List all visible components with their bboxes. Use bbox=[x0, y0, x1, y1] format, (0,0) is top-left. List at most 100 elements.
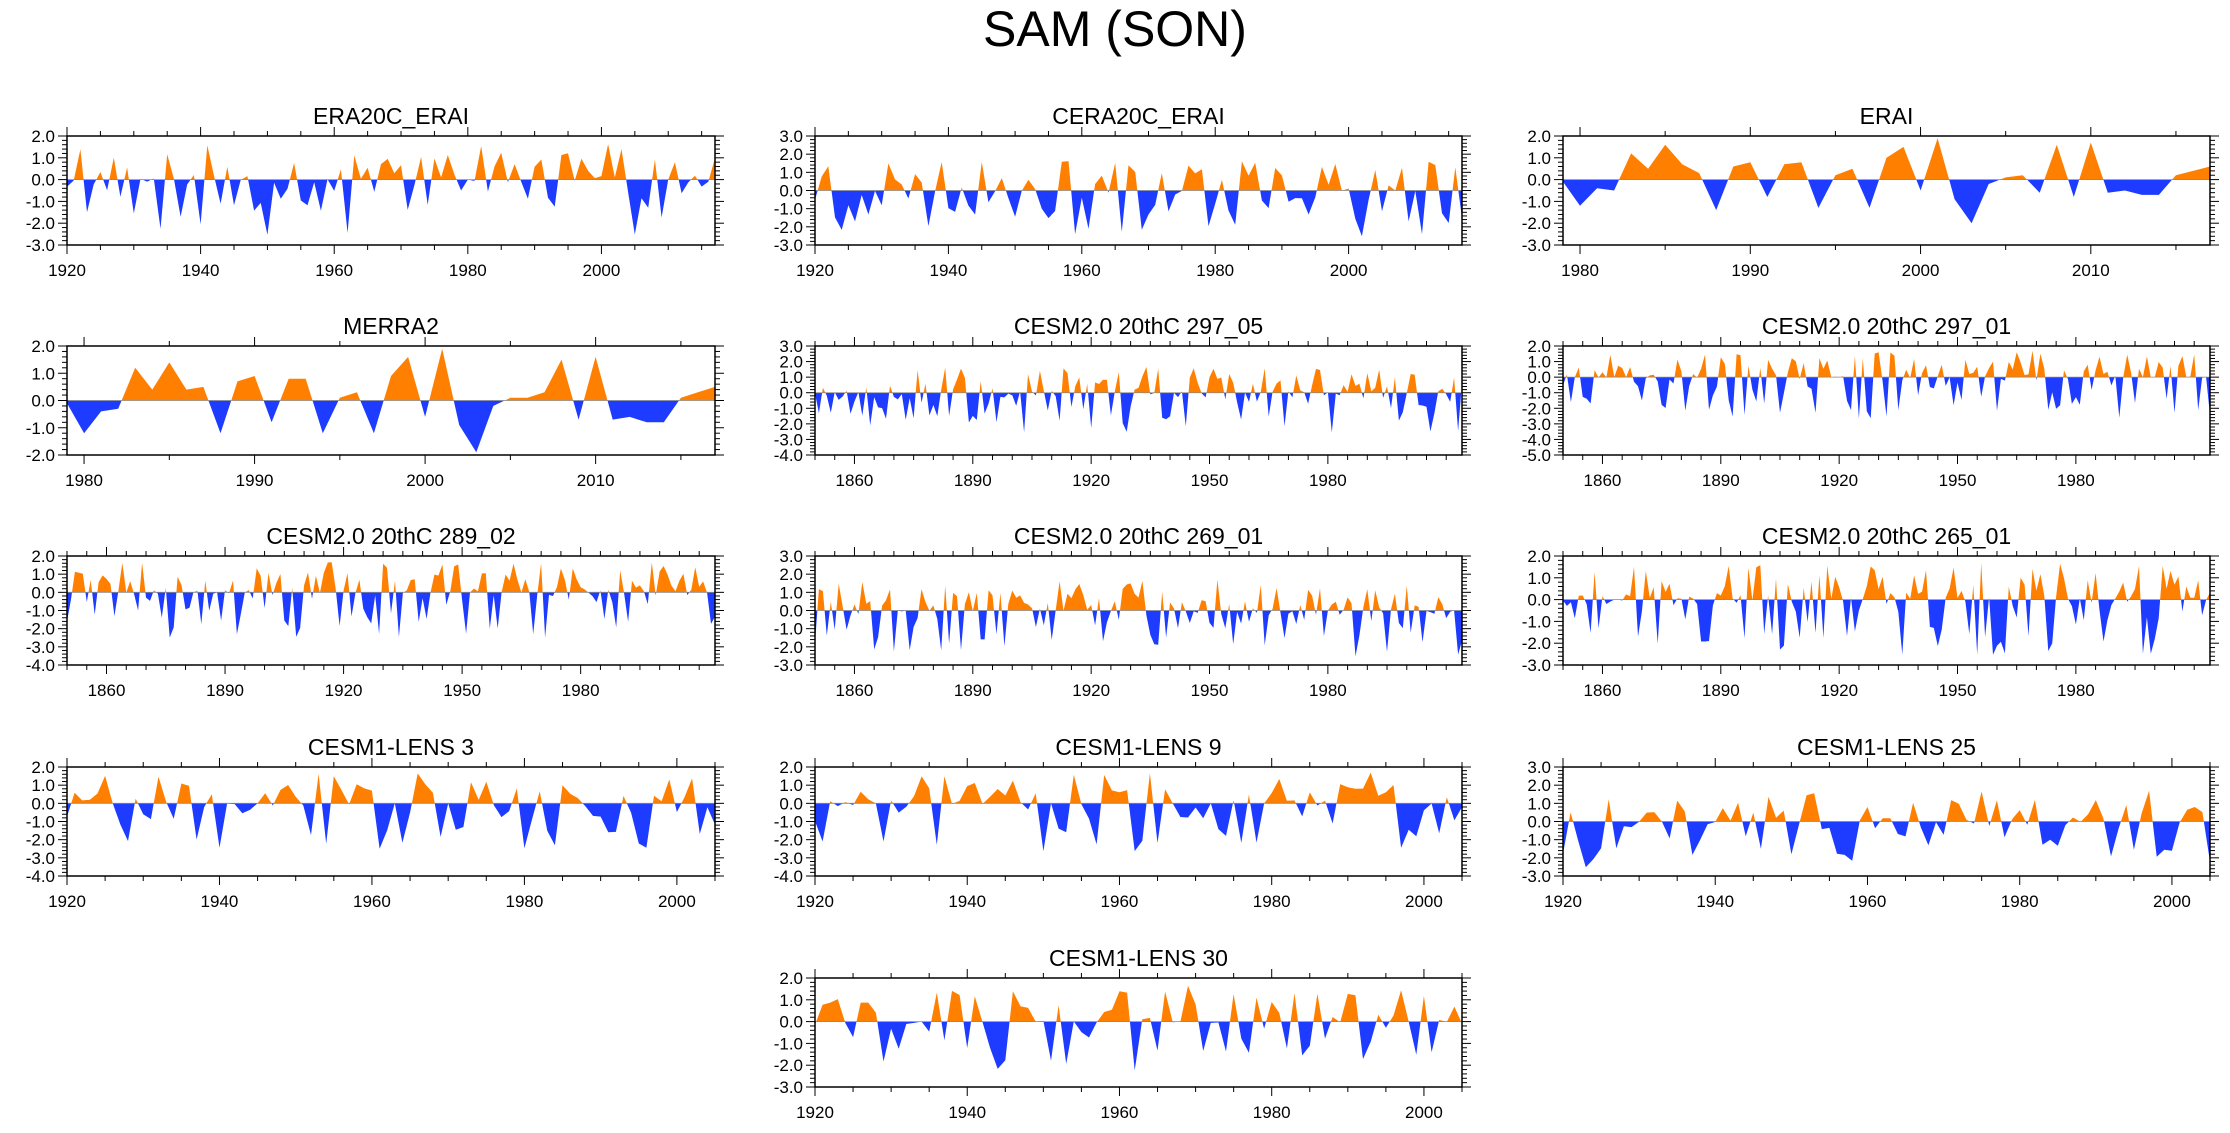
positive-area bbox=[815, 579, 1462, 611]
panel-title: CESM1-LENS 3 bbox=[308, 734, 474, 760]
x-tick-label: 2000 bbox=[583, 261, 621, 280]
y-tick-label: -1.0 bbox=[26, 602, 55, 621]
x-tick-label: 1980 bbox=[2001, 892, 2039, 911]
y-tick-label: 0.0 bbox=[779, 794, 803, 813]
y-tick-label: -3.0 bbox=[774, 849, 803, 868]
y-tick-label: 1.0 bbox=[1527, 569, 1551, 588]
y-tick-label: 0.0 bbox=[31, 392, 55, 411]
y-tick-label: -3.0 bbox=[774, 1078, 803, 1097]
y-tick-label: -2.0 bbox=[774, 831, 803, 850]
y-tick-label: -1.0 bbox=[26, 813, 55, 832]
panel-title: CESM1-LENS 25 bbox=[1797, 734, 1976, 760]
y-tick-label: -1.0 bbox=[774, 399, 803, 418]
y-tick-label: 2.0 bbox=[1527, 547, 1551, 566]
x-tick-label: 1980 bbox=[65, 471, 103, 490]
chart-panel: ERA20C_ERAI 2.0 1.0 0.0 -1.0 -2.0 -3.0 1920 1940… bbox=[26, 103, 724, 280]
x-tick-label: 1980 bbox=[562, 681, 600, 700]
y-tick-label: -1.0 bbox=[1522, 831, 1551, 850]
y-tick-label: 1.0 bbox=[31, 565, 55, 584]
x-tick-label: 1980 bbox=[449, 261, 487, 280]
y-tick-label: -3.0 bbox=[26, 638, 55, 657]
x-tick-label: 1980 bbox=[1561, 261, 1599, 280]
x-tick-label: 1980 bbox=[1196, 261, 1234, 280]
panel-title: CESM1-LENS 30 bbox=[1049, 945, 1228, 971]
positive-area bbox=[815, 366, 1462, 393]
x-tick-label: 1920 bbox=[48, 261, 86, 280]
x-tick-label: 2000 bbox=[2153, 892, 2191, 911]
x-tick-label: 1860 bbox=[1584, 681, 1622, 700]
y-tick-label: 1.0 bbox=[1527, 353, 1551, 372]
x-tick-label: 1890 bbox=[1702, 681, 1740, 700]
y-tick-label: -1.0 bbox=[26, 419, 55, 438]
positive-area bbox=[67, 348, 715, 401]
x-tick-label: 1860 bbox=[836, 471, 874, 490]
y-tick-label: 1.0 bbox=[31, 776, 55, 795]
x-tick-label: 1940 bbox=[948, 1103, 986, 1122]
chart-panel: CESM1-LENS 25 3.02.01.00.0-1.0-2.0-3.0 192… bbox=[1522, 734, 2219, 911]
positive-area bbox=[815, 772, 1462, 804]
y-tick-label: 1.0 bbox=[779, 776, 803, 795]
x-tick-label: 1920 bbox=[1544, 892, 1582, 911]
chart-panel: CESM2.0 20thC 297_05 3.02.01.00.0-1.0-2.0… bbox=[774, 313, 1471, 490]
figure-title: SAM (SON) bbox=[983, 1, 1247, 57]
x-tick-label: 1860 bbox=[1584, 471, 1622, 490]
x-tick-label: 1960 bbox=[1063, 261, 1101, 280]
y-tick-label: 2.0 bbox=[1527, 127, 1551, 146]
x-tick-label: 1960 bbox=[1101, 1103, 1139, 1122]
negative-area bbox=[67, 592, 715, 638]
x-tick-label: 1960 bbox=[1849, 892, 1887, 911]
x-tick-label: 1920 bbox=[796, 1103, 834, 1122]
y-tick-label: -2.0 bbox=[774, 415, 803, 434]
y-tick-label: 1.0 bbox=[779, 368, 803, 387]
x-tick-label: 2000 bbox=[1405, 892, 1443, 911]
x-tick-label: 1950 bbox=[1939, 681, 1977, 700]
x-tick-label: 1980 bbox=[1309, 681, 1347, 700]
y-tick-label: 2.0 bbox=[779, 565, 803, 584]
panel-title: CESM1-LENS 9 bbox=[1055, 734, 1221, 760]
y-tick-label: -4.0 bbox=[774, 867, 803, 886]
x-tick-label: 1980 bbox=[2057, 471, 2095, 490]
y-tick-label: -1.0 bbox=[26, 192, 55, 211]
plot-frame bbox=[1562, 345, 2211, 456]
x-tick-label: 1940 bbox=[929, 261, 967, 280]
y-tick-label: 2.0 bbox=[31, 127, 55, 146]
y-tick-label: -1.0 bbox=[774, 200, 803, 219]
y-tick-label: 2.0 bbox=[31, 337, 55, 356]
y-tick-label: -2.0 bbox=[774, 1056, 803, 1075]
panel-title: ERAI bbox=[1860, 103, 1914, 129]
positive-area bbox=[67, 562, 715, 593]
y-tick-label: -3.0 bbox=[26, 236, 55, 255]
x-tick-label: 1950 bbox=[1191, 681, 1229, 700]
x-tick-label: 1920 bbox=[48, 892, 86, 911]
y-tick-label: -4.0 bbox=[26, 867, 55, 886]
negative-area bbox=[1563, 179, 2173, 224]
x-tick-label: 1890 bbox=[954, 681, 992, 700]
chart-panel: MERRA2 2.0 1.0 0.0 -1.0 -2.0 1980 1990 2000 2010 bbox=[26, 313, 724, 490]
negative-area bbox=[1563, 599, 2210, 655]
negative-area bbox=[67, 179, 709, 235]
y-tick-label: -4.0 bbox=[26, 656, 55, 675]
plot-frame bbox=[66, 135, 716, 246]
y-tick-label: -3.0 bbox=[1522, 236, 1551, 255]
y-tick-label: 3.0 bbox=[779, 547, 803, 566]
chart-panel: CESM2.0 20thC 265_01 2.0 1.0 0.0 -1.0 -2.0 -3.… bbox=[1522, 523, 2219, 700]
x-tick-label: 2000 bbox=[1330, 261, 1368, 280]
y-tick-label: -3.0 bbox=[1522, 867, 1551, 886]
y-tick-label: -2.0 bbox=[26, 620, 55, 639]
x-tick-label: 1950 bbox=[1939, 471, 1977, 490]
x-tick-label: 1920 bbox=[1820, 471, 1858, 490]
y-tick-label: -2.0 bbox=[774, 218, 803, 237]
y-tick-label: 1.0 bbox=[1527, 794, 1551, 813]
y-tick-label: -4.0 bbox=[1522, 430, 1551, 449]
y-tick-label: 2.0 bbox=[779, 145, 803, 164]
y-tick-label: 1.0 bbox=[31, 149, 55, 168]
x-tick-label: 1980 bbox=[1309, 471, 1347, 490]
y-tick-label: 2.0 bbox=[779, 969, 803, 988]
y-tick-label: 0.0 bbox=[31, 171, 55, 190]
y-tick-label: 2.0 bbox=[31, 758, 55, 777]
y-tick-label: -2.0 bbox=[1522, 634, 1551, 653]
x-tick-label: 2010 bbox=[2072, 261, 2110, 280]
chart-panel: ERAI 2.0 1.0 0.0 -1.0 -2.0 -3.0 1980 1990 2000 201… bbox=[1522, 103, 2219, 280]
y-tick-label: 0.0 bbox=[779, 182, 803, 201]
